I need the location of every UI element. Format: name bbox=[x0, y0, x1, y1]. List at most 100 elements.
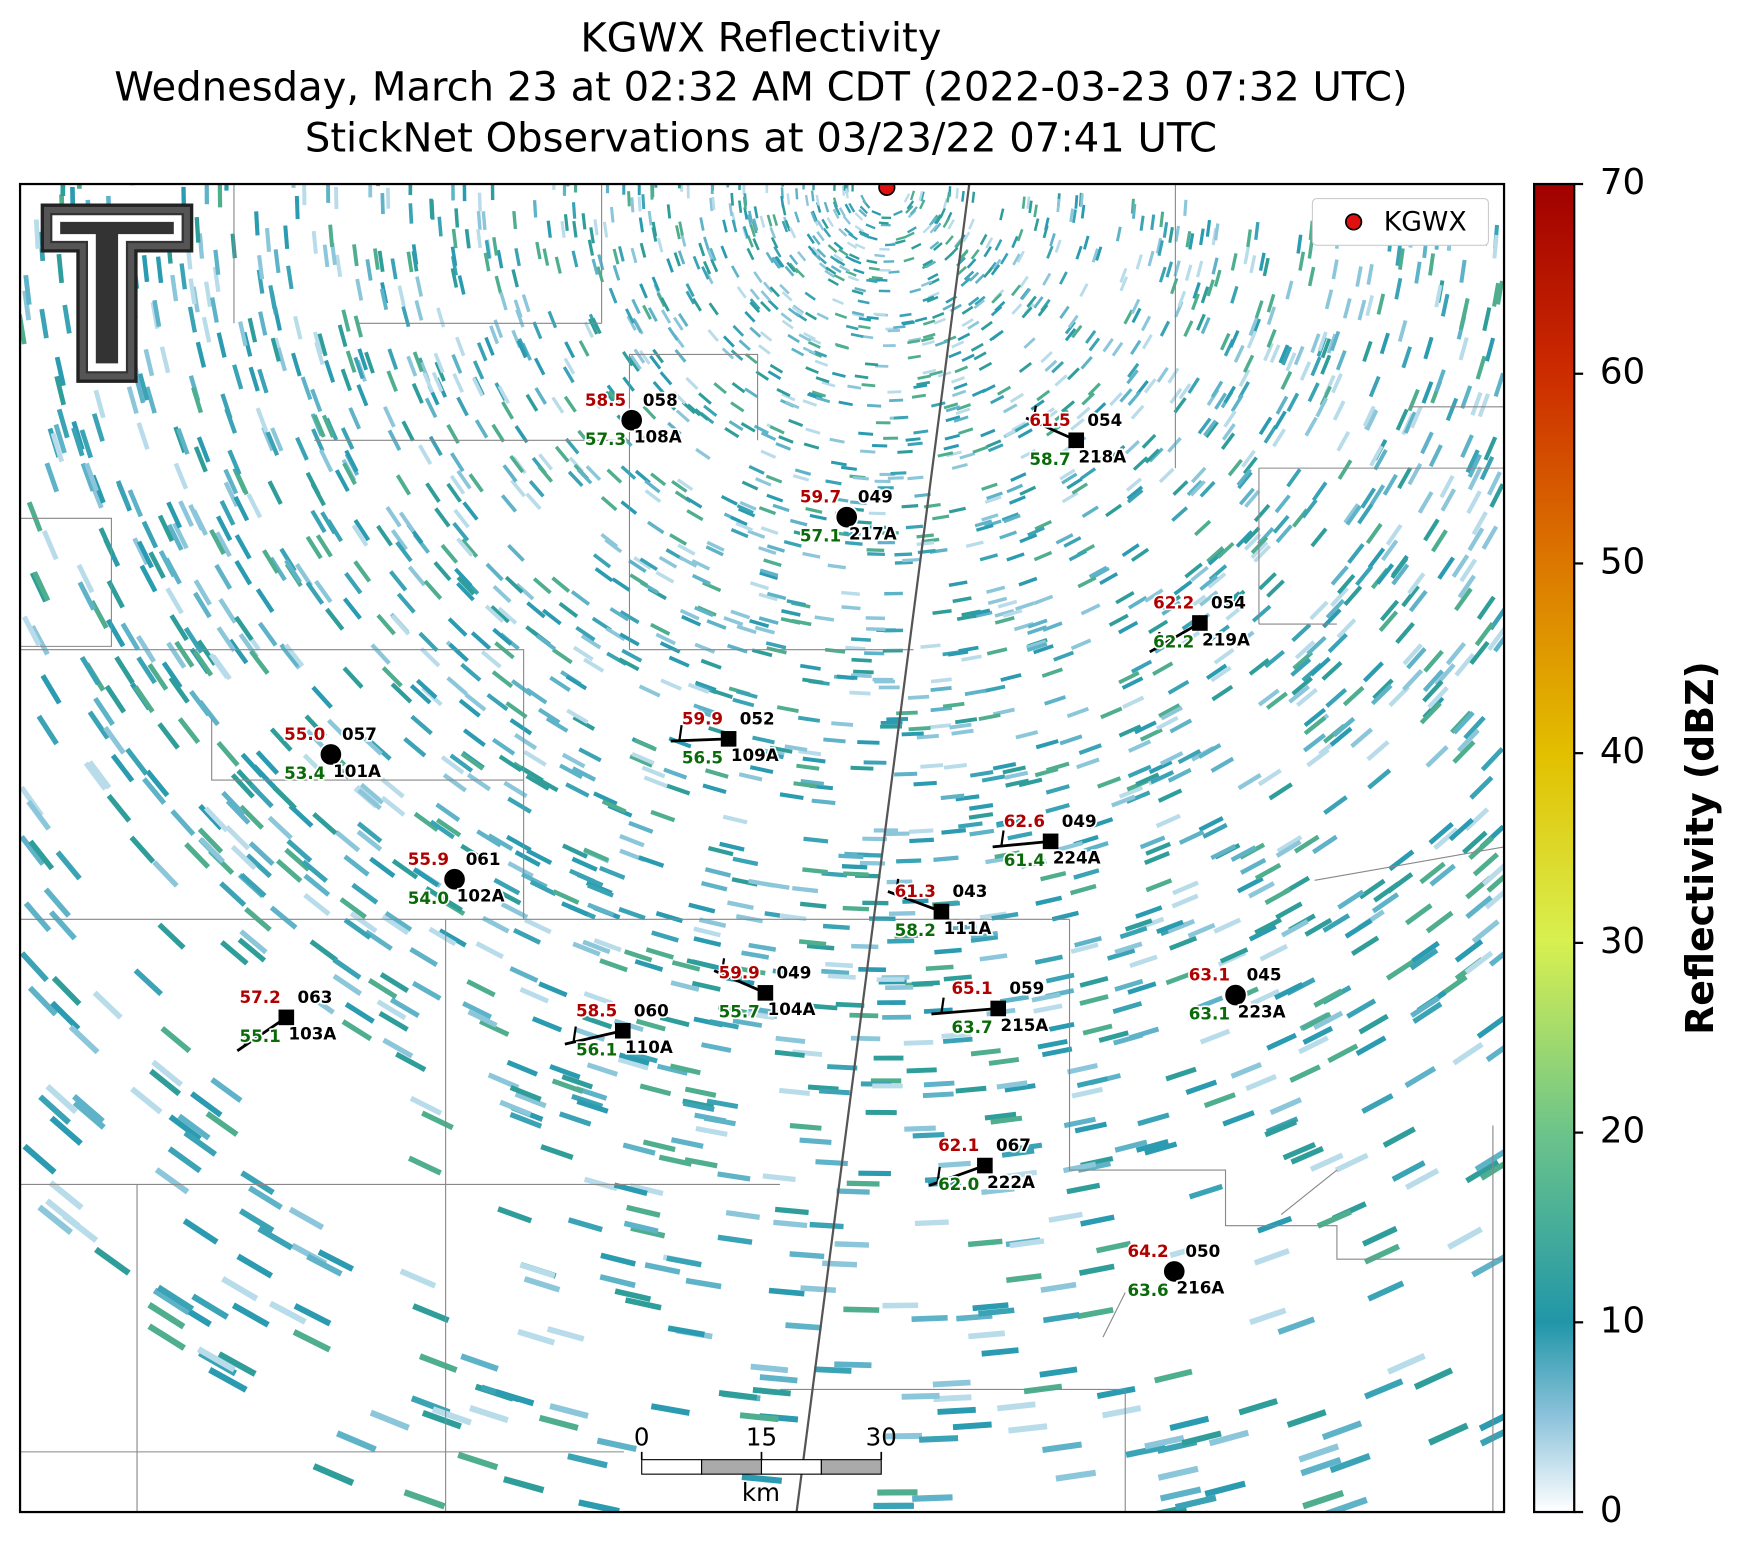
echo bbox=[947, 219, 955, 230]
echo bbox=[629, 354, 642, 370]
echo bbox=[762, 1173, 796, 1183]
echo bbox=[92, 990, 123, 1020]
echo bbox=[850, 673, 872, 679]
echo bbox=[1249, 1307, 1287, 1326]
echo bbox=[850, 500, 867, 505]
echo bbox=[462, 1001, 493, 1020]
echo bbox=[1259, 943, 1289, 962]
echo bbox=[1055, 533, 1074, 545]
echo bbox=[425, 482, 441, 503]
echo bbox=[622, 350, 634, 367]
echo bbox=[194, 216, 201, 243]
echo bbox=[620, 465, 637, 480]
echo bbox=[320, 511, 337, 535]
echo bbox=[938, 1160, 971, 1169]
echo bbox=[1243, 246, 1251, 265]
echo bbox=[215, 531, 232, 558]
echo bbox=[540, 1144, 574, 1160]
echo bbox=[822, 1260, 858, 1268]
echo bbox=[563, 395, 577, 413]
echo bbox=[1361, 1225, 1398, 1247]
echo bbox=[1302, 733, 1327, 753]
echo bbox=[961, 353, 975, 362]
echo bbox=[1456, 728, 1480, 753]
echo bbox=[698, 242, 706, 257]
echo bbox=[634, 959, 664, 972]
echo bbox=[919, 199, 926, 210]
echo bbox=[629, 1183, 664, 1197]
echo bbox=[955, 407, 971, 416]
echo bbox=[1184, 264, 1193, 282]
echo bbox=[1495, 280, 1505, 305]
echo bbox=[501, 401, 515, 420]
echo bbox=[337, 324, 348, 348]
echo bbox=[927, 291, 940, 299]
echo bbox=[587, 902, 615, 917]
echo bbox=[1173, 580, 1193, 596]
echo bbox=[805, 366, 819, 375]
echo bbox=[639, 349, 651, 365]
station-temperature: 63.1 bbox=[1189, 965, 1230, 985]
echo bbox=[1165, 970, 1195, 986]
echo bbox=[1306, 635, 1327, 656]
echo bbox=[731, 381, 746, 394]
echo bbox=[871, 210, 882, 216]
echo bbox=[749, 765, 774, 774]
echo bbox=[666, 258, 674, 273]
echo bbox=[706, 1098, 739, 1110]
echo bbox=[1233, 344, 1245, 363]
echo bbox=[257, 621, 278, 647]
echo bbox=[676, 478, 694, 491]
echo bbox=[799, 901, 827, 909]
echo bbox=[854, 286, 867, 293]
echo bbox=[294, 195, 300, 220]
echo bbox=[1174, 1494, 1217, 1511]
echo bbox=[1404, 1167, 1440, 1190]
echo bbox=[1148, 760, 1173, 775]
echo bbox=[481, 163, 482, 182]
echo bbox=[983, 246, 992, 258]
echo bbox=[730, 609, 751, 620]
echo bbox=[40, 674, 62, 705]
echo bbox=[514, 850, 541, 867]
echo bbox=[587, 239, 595, 256]
echo bbox=[1073, 868, 1100, 880]
echo bbox=[1378, 610, 1399, 633]
echo bbox=[1183, 199, 1188, 216]
echo bbox=[845, 255, 857, 263]
echo bbox=[1028, 200, 1033, 214]
echo bbox=[836, 1188, 870, 1195]
echo bbox=[1144, 851, 1171, 865]
echo bbox=[946, 191, 951, 203]
echo bbox=[147, 663, 169, 691]
echo bbox=[549, 1064, 581, 1080]
echo bbox=[955, 794, 980, 802]
echo bbox=[477, 192, 482, 212]
echo bbox=[858, 431, 874, 436]
echo bbox=[876, 278, 888, 282]
echo bbox=[673, 252, 681, 267]
echo bbox=[1118, 724, 1142, 738]
echo bbox=[769, 425, 785, 435]
echo bbox=[172, 522, 189, 550]
echo bbox=[169, 614, 189, 642]
echo bbox=[989, 331, 1002, 342]
echo bbox=[752, 218, 759, 231]
echo bbox=[1402, 643, 1423, 666]
station-marker bbox=[834, 505, 859, 530]
echo bbox=[1412, 1001, 1443, 1024]
echo bbox=[609, 206, 615, 223]
echo bbox=[967, 320, 980, 330]
echo bbox=[571, 1093, 604, 1109]
echo bbox=[1125, 439, 1140, 455]
echo bbox=[702, 581, 722, 593]
echo bbox=[911, 980, 940, 987]
echo bbox=[752, 735, 775, 745]
echo bbox=[794, 211, 801, 223]
echo bbox=[141, 254, 150, 283]
echo bbox=[311, 230, 318, 254]
echo bbox=[1309, 600, 1329, 621]
echo bbox=[1310, 333, 1321, 354]
echo bbox=[1026, 625, 1048, 636]
echo bbox=[709, 247, 717, 262]
